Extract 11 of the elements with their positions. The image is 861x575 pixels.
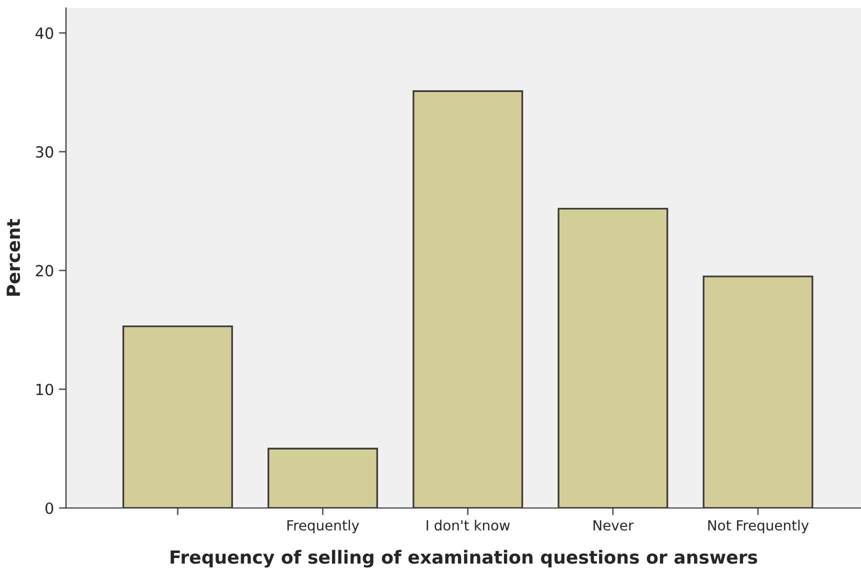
- x-tick-label: Frequently: [287, 520, 360, 534]
- x-tick-label: I don't know: [426, 520, 510, 531]
- y-tick-label: 30: [36, 146, 54, 158]
- y-tick-label: 0: [45, 502, 54, 514]
- y-axis-title: Percent: [6, 219, 20, 296]
- x-tick-label: Never: [594, 520, 634, 531]
- y-tick-label: 10: [36, 384, 54, 396]
- y-tick-label: 20: [36, 264, 54, 276]
- x-tick-label: Not Frequently: [708, 520, 809, 534]
- x-axis-title: Frequency of selling of examination questions or answers: [170, 550, 758, 568]
- y-tick-label: 40: [36, 27, 54, 39]
